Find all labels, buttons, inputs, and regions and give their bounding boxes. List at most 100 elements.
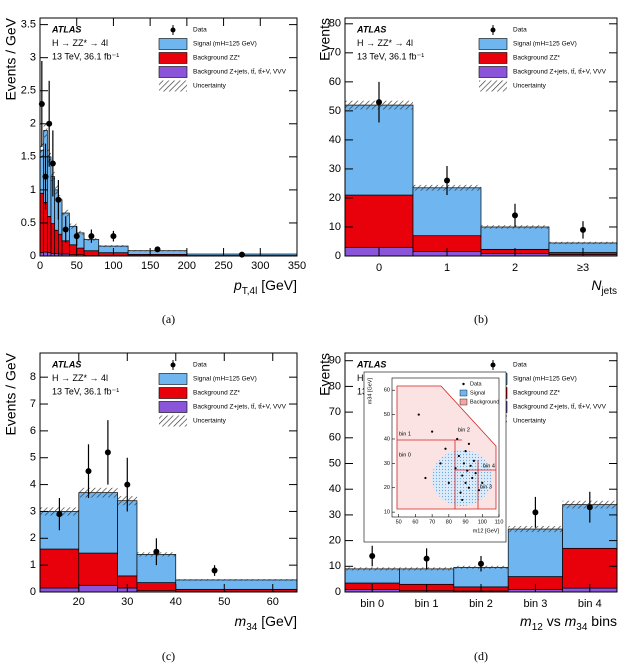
inset-point [459,491,462,494]
y-tick-label: 1 [30,184,36,196]
uncertainty-band [98,245,129,248]
x-tick-label: 20 [73,596,85,608]
inset-point [464,481,467,484]
data-point [42,173,49,180]
inset-point [456,437,459,441]
legend-swatch [159,415,187,427]
legend-marker [170,362,176,368]
annotation: 13 TeV, 36.1 fb⁻¹ [357,51,424,61]
inset-x-tick-label: 60 [412,519,418,525]
legend-label: Uncertainty [513,83,547,90]
y-tick-label: 10 [329,221,341,233]
uncertainty-band [62,209,70,217]
x-tick-label: 0 [37,260,43,272]
legend-swatch [158,66,188,78]
y-tick-label: 70 [329,406,341,418]
x-axis-label-part: jets [600,286,617,297]
inset-x-tick-label: 90 [463,519,469,525]
bar-segment [39,548,80,589]
legend-label: Background ZZ* [193,55,240,62]
bar-segment [136,582,177,592]
data-point [104,449,111,456]
bar-segment [69,244,78,256]
y-tick-label: 0.5 [21,217,36,229]
uncertainty-band [54,184,59,196]
uncertainty-band [43,121,48,140]
legend-label: Background ZZ* [513,390,560,397]
x-axis-label-part: N [591,277,602,293]
caption: (c) [162,649,175,663]
x-tick-label: 50 [218,596,230,608]
y-tick-label: 0 [335,250,341,262]
inset-point [444,447,447,450]
legend-label: Signal (mH=125 GeV) [513,41,577,48]
inset-legend-marker [462,382,465,386]
data-point [580,226,586,233]
data-point [478,560,484,567]
bar-segment [78,492,118,554]
legend-swatch [478,66,508,78]
x-tick-label: 250 [214,260,232,272]
uncertainty-band [175,579,297,581]
inset-point [474,472,477,475]
caption: (b) [474,312,488,326]
y-axis-label: Events [317,353,333,396]
inset-legend-swatch [459,398,468,406]
annotation: 13 TeV, 36.1 fb⁻¹ [52,386,119,396]
annotation: H → ZZ* → 4l [357,38,413,48]
inset-frame [391,377,500,518]
uncertainty-band [69,223,77,229]
inset-point [457,454,460,458]
inset-y-tick-label: 40 [384,436,390,442]
uncertainty-band [549,241,617,245]
inset-x-tick-label: 80 [446,519,452,525]
data-point [211,567,218,574]
y-tick-label: 70 [329,47,341,59]
annotation: ATLAS [356,359,386,369]
x-axis-label-part: m [235,613,247,629]
y-tick-label: 40 [329,483,341,495]
legend-swatch [478,52,508,64]
inset-point [472,459,476,463]
y-tick-label: 80 [329,380,341,392]
legend-label: Signal (mH=125 GeV) [193,41,257,48]
x-axis-label-part: bins [587,613,617,629]
x-axis-label: m12 vs m34 bins [520,613,617,633]
legend-label: Uncertainty [193,83,227,90]
y-tick-label: 6 [30,425,36,437]
data-point [444,177,450,184]
bar-segment [50,223,56,254]
inset-y-tick-label: 60 [384,388,390,394]
y-tick-label: 60 [329,432,341,444]
bar-segment [39,587,80,593]
signal-region [432,450,492,506]
bar-segment [175,579,298,590]
data-point [62,226,69,233]
legend-swatch [159,80,187,92]
inset-legend-label: Signal [470,390,485,396]
inset-legend-swatch [459,389,468,397]
uncertainty-band [345,567,400,571]
x-axis-label-part: T,4l [242,286,258,297]
y-tick-label: 0 [30,250,36,262]
x-tick-label: 40 [170,596,182,608]
bar-segment [344,104,414,196]
bar-segment [58,233,63,255]
region-label: bin 1 [399,431,411,437]
bar-segment [507,528,563,577]
x-tick-label: bin 4 [578,598,602,610]
x-tick-label: bin 1 [415,598,439,610]
y-tick-label: 1.5 [21,151,36,163]
data-point [512,212,518,219]
annotation: H → ZZ* → 4l [52,373,108,383]
legend-label: Background Z+jets, tt̄, tt̄+V, VVV [193,68,287,76]
x-axis-label-part: m [565,613,577,629]
inset-point [471,476,474,480]
bar-segment [54,229,59,254]
inset-point [461,498,464,502]
inset-point [424,476,427,480]
region-label: bin 0 [399,452,411,458]
uncertainty-band [40,142,44,159]
y-axis-label: Events [317,18,333,61]
x-axis-label-part: [GeV] [257,277,297,293]
